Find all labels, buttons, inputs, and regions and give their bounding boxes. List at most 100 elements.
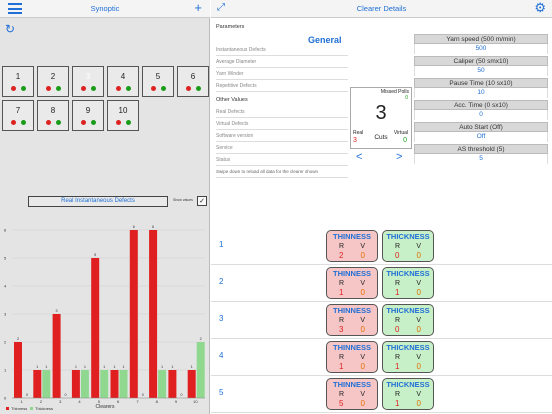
thickness-box[interactable]: THICKNESS R V 1 0: [382, 378, 434, 410]
next-clearer-button[interactable]: >: [396, 151, 403, 163]
clearer-row[interactable]: 1 THINNESS R V 2 0 THICKNESS R V 0 0: [211, 228, 552, 265]
other-value-item[interactable]: Virtual Defects: [216, 118, 348, 130]
parameter-item[interactable]: Repetitive Defects: [216, 80, 348, 92]
other-value-item[interactable]: Service: [216, 142, 348, 154]
clearer-cell[interactable]: 1: [2, 66, 34, 97]
refresh-icon[interactable]: ↻: [5, 22, 16, 36]
thinness-box[interactable]: THINNESS R V 5 0: [326, 378, 378, 410]
gear-icon[interactable]: ⚙: [534, 0, 546, 15]
clearer-cell[interactable]: 10: [107, 100, 139, 131]
thinness-bar: [129, 230, 138, 398]
thickness-status-dot: [161, 86, 166, 91]
other-value-item[interactable]: Software version: [216, 130, 348, 142]
bar-value-label: 1: [103, 365, 105, 369]
thinness-box[interactable]: THINNESS R V 2 0: [326, 230, 378, 262]
parameter-item[interactable]: Yarn Winder: [216, 68, 348, 80]
parameter-item[interactable]: Instantaneous Defects: [216, 44, 348, 56]
setting-item[interactable]: Acc. Time (0 sx10) 0: [414, 100, 548, 121]
virtual-value: 0: [360, 288, 365, 297]
virtual-value: 0: [416, 362, 421, 371]
setting-label: Auto Start (Off): [414, 122, 548, 132]
thickness-box[interactable]: THICKNESS R V 0 0: [382, 230, 434, 262]
x-tick-label: 8: [156, 399, 159, 404]
setting-item[interactable]: AS threshold (5) 5: [414, 144, 548, 165]
y-tick-label: 6: [4, 228, 7, 233]
setting-item[interactable]: Caliper (50 smx10) 50: [414, 56, 548, 77]
thickness-status-dot: [21, 120, 26, 125]
clearer-cell[interactable]: 2: [37, 66, 69, 97]
general-label[interactable]: General: [308, 35, 342, 45]
real-value: 3: [353, 137, 357, 144]
thickness-bar: [80, 370, 89, 398]
thinness-status-dot: [186, 86, 191, 91]
clearer-number: 9: [85, 106, 91, 115]
clearer-row-number: 3: [219, 314, 224, 323]
virtual-value: 0: [360, 399, 365, 408]
real-label: R: [395, 354, 401, 361]
parameters-list: Parameters Instantaneous Defects Average …: [216, 22, 348, 178]
chart-title-button[interactable]: Real Instantaneous Defects: [28, 196, 168, 207]
bar-value-label: 6: [152, 225, 154, 229]
virtual-label: V: [416, 391, 421, 398]
setting-value: 500: [414, 44, 548, 54]
setting-value: 10: [414, 88, 548, 98]
setting-label: Acc. Time (0 sx10): [414, 100, 548, 110]
setting-item[interactable]: Pause Time (10 sx10) 10: [414, 78, 548, 99]
virtual-label: V: [416, 317, 421, 324]
real-value: 1: [339, 288, 344, 297]
add-icon[interactable]: +: [194, 0, 202, 15]
thinness-bar: [33, 370, 42, 398]
setting-item[interactable]: Auto Start (Off) Off: [414, 122, 548, 143]
setting-item[interactable]: Yarn speed (500 m/min) 500: [414, 34, 548, 55]
thinness-status-dot: [46, 86, 51, 91]
thinness-status-dot: [116, 120, 121, 125]
clearer-cell[interactable]: 9: [72, 100, 104, 131]
thickness-box[interactable]: THICKNESS R V 0 0: [382, 304, 434, 336]
clearer-cell[interactable]: 7: [2, 100, 34, 131]
clearer-row[interactable]: 4 THINNESS R V 1 0 THICKNESS R V 1 0: [211, 339, 552, 376]
virtual-label: V: [416, 280, 421, 287]
previous-clearer-button[interactable]: <: [356, 151, 363, 163]
thickness-box[interactable]: THICKNESS R V 1 0: [382, 341, 434, 373]
thinness-box[interactable]: THINNESS R V 1 0: [326, 341, 378, 373]
parameter-item[interactable]: Average Diameter: [216, 56, 348, 68]
menu-icon[interactable]: [8, 3, 22, 14]
thinness-box[interactable]: THINNESS R V 3 0: [326, 304, 378, 336]
synoptic-panel: Synoptic + ↻ 1 2 3 4 5 6 7 8 9 10 Real Instantane…: [0, 0, 210, 414]
thinness-status-dot: [81, 120, 86, 125]
virtual-label: V: [416, 243, 421, 250]
thinness-title: THINNESS: [333, 306, 371, 315]
clearer-cell[interactable]: 6: [177, 66, 209, 97]
real-value: 0: [395, 325, 400, 334]
thickness-box[interactable]: THICKNESS R V 1 0: [382, 267, 434, 299]
clearer-row[interactable]: 5 THINNESS R V 5 0 THICKNESS R V 1 0: [211, 376, 552, 413]
x-tick-label: 2: [40, 399, 43, 404]
clearer-cell[interactable]: 5: [142, 66, 174, 97]
show-values-checkbox[interactable]: ✓: [197, 196, 207, 206]
clearer-row[interactable]: 2 THINNESS R V 1 0 THICKNESS R V 1 0: [211, 265, 552, 302]
thickness-title: THICKNESS: [386, 343, 430, 352]
thickness-bar: [119, 370, 128, 398]
clearer-number: 2: [50, 72, 56, 81]
other-value-item[interactable]: Status: [216, 154, 348, 166]
virtual-value: 0: [360, 362, 365, 371]
real-value: 2: [339, 251, 344, 260]
y-tick-label: 2: [4, 340, 7, 345]
thinness-bar: [110, 370, 119, 398]
clearer-cell[interactable]: 3: [72, 66, 104, 97]
clearer-row-number: 2: [219, 277, 224, 286]
thickness-title: THICKNESS: [386, 269, 430, 278]
clearer-cell[interactable]: 8: [37, 100, 69, 131]
x-axis-label: Clearers: [96, 404, 115, 410]
y-tick-label: 1: [4, 368, 7, 373]
expand-icon[interactable]: ⤢: [217, 2, 225, 13]
clearer-row[interactable]: 3 THINNESS R V 3 0 THICKNESS R V 0 0: [211, 302, 552, 339]
clearer-cell[interactable]: 4: [107, 66, 139, 97]
bar-value-label: 2: [200, 337, 202, 341]
thinness-bar: [71, 370, 80, 398]
real-value: 0: [395, 251, 400, 260]
other-value-item[interactable]: Real Defects: [216, 106, 348, 118]
thinness-box[interactable]: THINNESS R V 1 0: [326, 267, 378, 299]
virtual-value: 0: [416, 251, 421, 260]
bar-value-label: 1: [191, 365, 193, 369]
